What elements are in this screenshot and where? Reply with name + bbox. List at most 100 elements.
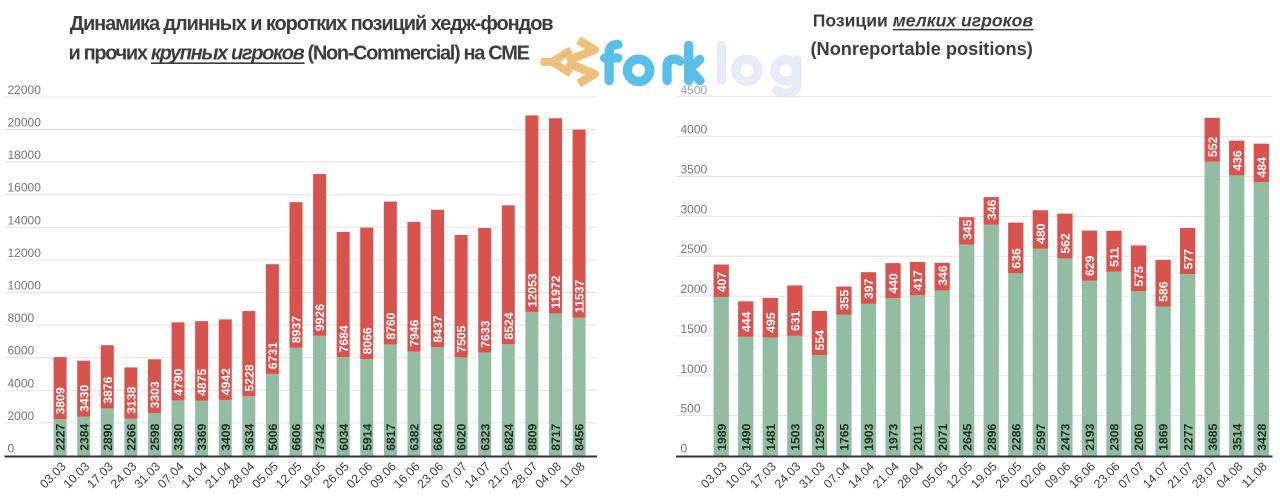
svg-text:12000: 12000 <box>8 246 42 260</box>
svg-text:и прочих крупных игроков (Non-: и прочих крупных игроков (Non-Commercial… <box>69 43 530 65</box>
svg-text:355: 355 <box>838 290 852 311</box>
svg-text:4000: 4000 <box>681 123 708 137</box>
svg-text:575: 575 <box>1132 266 1146 287</box>
svg-text:3430: 3430 <box>77 385 91 412</box>
svg-text:3303: 3303 <box>148 381 162 408</box>
svg-text:2473: 2473 <box>1059 423 1073 450</box>
svg-text:7342: 7342 <box>313 423 327 450</box>
svg-text:2000: 2000 <box>8 409 35 423</box>
svg-text:480: 480 <box>1034 223 1048 244</box>
svg-text:6034: 6034 <box>337 423 351 450</box>
svg-text:Динамика длинных и коротких по: Динамика длинных и коротких позиций хедж… <box>70 13 554 35</box>
svg-text:1765: 1765 <box>838 423 852 450</box>
svg-text:586: 586 <box>1157 281 1171 302</box>
svg-text:436: 436 <box>1230 150 1244 171</box>
svg-text:4000: 4000 <box>8 376 35 390</box>
svg-text:2071: 2071 <box>936 423 950 450</box>
svg-text:6606: 6606 <box>290 423 304 450</box>
svg-text:3514: 3514 <box>1230 423 1244 450</box>
svg-text:7633: 7633 <box>478 320 492 347</box>
svg-text:11537: 11537 <box>573 280 587 313</box>
svg-text:18000: 18000 <box>8 148 42 162</box>
svg-text:500: 500 <box>681 402 701 416</box>
svg-text:3500: 3500 <box>681 163 708 177</box>
svg-text:552: 552 <box>1206 137 1220 158</box>
svg-text:7946: 7946 <box>408 319 422 346</box>
svg-text:554: 554 <box>813 330 827 351</box>
svg-text:2227: 2227 <box>54 423 68 450</box>
svg-text:1481: 1481 <box>764 423 778 450</box>
svg-text:5914: 5914 <box>360 423 374 450</box>
svg-text:22000: 22000 <box>8 83 42 97</box>
svg-text:1259: 1259 <box>813 423 827 450</box>
svg-text:8066: 8066 <box>360 327 374 354</box>
svg-text:2598: 2598 <box>148 423 162 450</box>
svg-text:636: 636 <box>1009 248 1023 269</box>
svg-text:6000: 6000 <box>8 344 35 358</box>
svg-text:8456: 8456 <box>573 423 587 450</box>
svg-text:3380: 3380 <box>172 423 186 450</box>
svg-text:8809: 8809 <box>526 423 540 450</box>
svg-text:3369: 3369 <box>195 423 209 450</box>
svg-text:16000: 16000 <box>8 181 42 195</box>
svg-text:2193: 2193 <box>1083 423 1097 450</box>
svg-text:3634: 3634 <box>242 423 256 450</box>
svg-text:1000: 1000 <box>681 362 708 376</box>
svg-text:6731: 6731 <box>266 342 280 369</box>
svg-text:2384: 2384 <box>77 423 91 450</box>
svg-text:10000: 10000 <box>8 279 42 293</box>
svg-text:562: 562 <box>1059 233 1073 254</box>
svg-text:2500: 2500 <box>681 242 708 256</box>
svg-text:4875: 4875 <box>195 369 209 396</box>
svg-text:1903: 1903 <box>862 423 876 450</box>
svg-text:2286: 2286 <box>1009 423 1023 450</box>
svg-text:12053: 12053 <box>526 273 540 307</box>
svg-text:7505: 7505 <box>455 325 469 352</box>
svg-text:1973: 1973 <box>887 423 901 450</box>
svg-text:484: 484 <box>1255 157 1269 178</box>
svg-text:2645: 2645 <box>960 423 974 450</box>
svg-text:20000: 20000 <box>8 116 42 130</box>
svg-text:6323: 6323 <box>478 423 492 450</box>
svg-text:2266: 2266 <box>124 423 138 450</box>
svg-text:9926: 9926 <box>313 304 327 331</box>
svg-text:8000: 8000 <box>8 311 35 325</box>
svg-text:3876: 3876 <box>101 376 115 403</box>
svg-text:4790: 4790 <box>172 368 186 395</box>
svg-text:8717: 8717 <box>549 423 563 450</box>
svg-text:346: 346 <box>985 199 999 220</box>
svg-text:6824: 6824 <box>502 423 516 450</box>
svg-text:417: 417 <box>911 270 925 291</box>
svg-text:4942: 4942 <box>219 368 233 395</box>
svg-text:14000: 14000 <box>8 213 42 227</box>
svg-text:2308: 2308 <box>1108 423 1122 450</box>
svg-text:577: 577 <box>1181 249 1195 270</box>
svg-text:6382: 6382 <box>408 423 422 450</box>
svg-text:1869: 1869 <box>1157 423 1171 450</box>
svg-text:4500: 4500 <box>681 83 708 97</box>
svg-text:345: 345 <box>960 219 974 240</box>
svg-text:8524: 8524 <box>502 312 516 339</box>
svg-text:3428: 3428 <box>1255 423 1269 450</box>
svg-text:397: 397 <box>862 279 876 300</box>
svg-text:2896: 2896 <box>985 423 999 450</box>
svg-text:(Nonreportable positions): (Nonreportable positions) <box>811 39 1033 59</box>
svg-text:11972: 11972 <box>549 275 563 308</box>
svg-text:629: 629 <box>1083 255 1097 276</box>
svg-text:8437: 8437 <box>431 315 445 342</box>
svg-text:0: 0 <box>8 442 15 456</box>
svg-text:5006: 5006 <box>266 423 280 450</box>
svg-text:6020: 6020 <box>455 423 469 450</box>
svg-text:1503: 1503 <box>788 423 802 450</box>
svg-text:1989: 1989 <box>715 423 729 450</box>
svg-text:346: 346 <box>936 265 950 286</box>
svg-text:6640: 6640 <box>431 423 445 450</box>
svg-text:7684: 7684 <box>337 325 351 352</box>
svg-text:5228: 5228 <box>242 364 256 391</box>
svg-text:2060: 2060 <box>1132 423 1146 450</box>
svg-text:3685: 3685 <box>1206 423 1220 450</box>
svg-text:511: 511 <box>1108 247 1122 267</box>
svg-text:1490: 1490 <box>739 423 753 450</box>
svg-text:Позиции мелких игроков: Позиции мелких игроков <box>813 10 1034 30</box>
svg-text:3809: 3809 <box>54 387 68 414</box>
